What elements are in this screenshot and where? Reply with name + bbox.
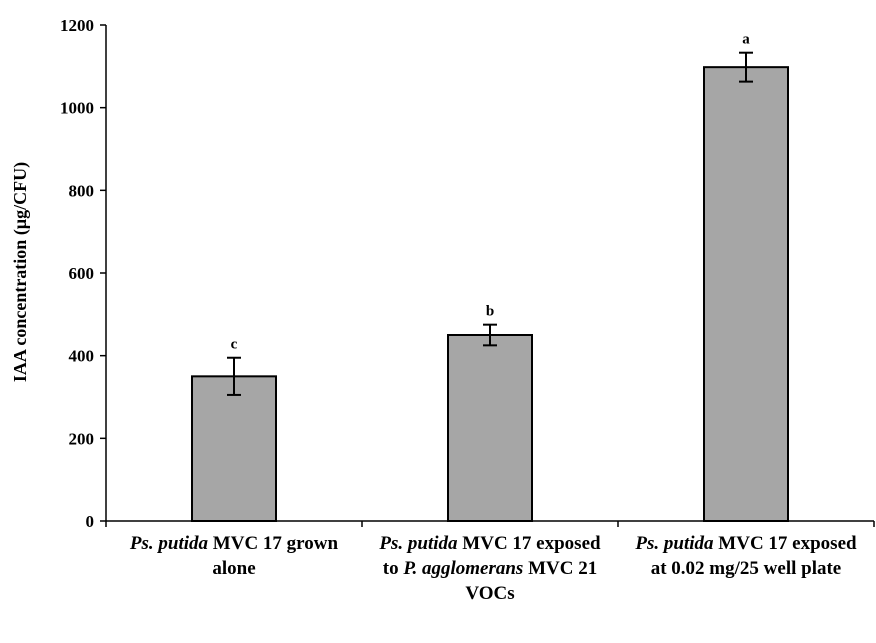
y-tick-label: 200 <box>69 429 95 448</box>
significance-letter: a <box>742 32 750 48</box>
y-tick-label: 1200 <box>60 16 94 35</box>
y-tick-label: 0 <box>86 512 95 531</box>
y-tick-label: 800 <box>69 181 95 200</box>
x-category-label: Ps. putida MVC 17 exposed to P. agglomer… <box>379 533 601 604</box>
error-bar <box>739 51 753 83</box>
bar <box>191 375 277 523</box>
y-axis-title: IAA concentration (µg/CFU) <box>10 162 31 382</box>
significance-labels: c b a <box>231 32 751 353</box>
y-tick-label: 1000 <box>60 99 94 118</box>
bar <box>447 334 533 522</box>
bar <box>703 66 789 522</box>
error-bars <box>227 51 753 396</box>
y-tick-label: 400 <box>69 347 95 366</box>
x-category-label: Ps. putida MVC 17 exposed at 0.02 mg/25 … <box>635 533 857 579</box>
error-bar <box>483 323 497 347</box>
error-bar <box>227 356 241 396</box>
x-category-label: Ps. putida MVC 17 grown alone <box>129 533 339 579</box>
y-tick-label: 600 <box>69 264 95 283</box>
bars <box>191 66 789 523</box>
significance-letter: c <box>231 337 238 353</box>
significance-letter: b <box>486 304 494 320</box>
